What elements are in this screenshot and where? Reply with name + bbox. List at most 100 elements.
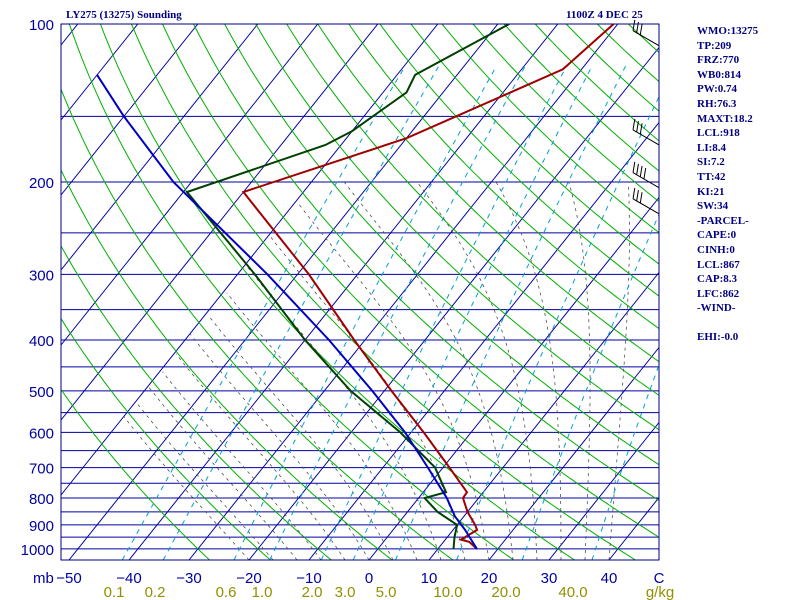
stat-cap-8-3: CAP:8.3 xyxy=(697,273,738,286)
isotherm-line xyxy=(368,196,659,560)
mixing-ratio-line xyxy=(352,65,593,560)
temperature-tick-label: −40 xyxy=(116,570,141,587)
dewpoint-trace xyxy=(185,24,510,549)
stability-indices: WMO:13275 TP:209 FRZ:770 WB0:814 PW:0.74 RH:7… xyxy=(697,24,758,345)
mixing-ratio-tick-label: 2.0 xyxy=(302,584,323,600)
stat-lcl-867: LCL:867 xyxy=(697,258,740,271)
stat-tt-42: TT:42 xyxy=(697,170,726,183)
stat-lfc-862: LFC:862 xyxy=(697,287,740,300)
moist-adiabat-line xyxy=(246,266,442,560)
pressure-tick-label: 600 xyxy=(29,425,54,442)
pressure-tick-label: 1000 xyxy=(21,542,54,559)
isotherm-line xyxy=(61,24,379,421)
pressure-tick-label: 500 xyxy=(29,384,54,401)
isotherm-line xyxy=(61,24,79,46)
mixing-ratio-tick-label: 0.1 xyxy=(104,584,125,600)
moist-adiabat-line xyxy=(343,181,514,560)
sounding-timestamp: 1100Z 4 DEC 25 xyxy=(566,9,643,21)
isotherm-line xyxy=(61,24,259,271)
dry-adiabat-line xyxy=(224,24,659,466)
isotherm-line xyxy=(0,24,18,560)
temperature-trace xyxy=(241,24,615,550)
stat-wb0-814: WB0:814 xyxy=(697,68,741,81)
dry-adiabat-line xyxy=(162,24,659,538)
isotherm-line xyxy=(428,271,659,560)
stat-maxt-18-2: MAXT:18.2 xyxy=(697,112,753,125)
stat-tp-209: TP:209 xyxy=(697,39,732,52)
moist-adiabat-line xyxy=(162,371,322,560)
isotherm-line xyxy=(188,24,619,560)
stat-wmo-13275: WMO:13275 xyxy=(697,25,759,37)
mixing-ratio-line xyxy=(162,65,440,560)
temperature-tick-label: 20 xyxy=(481,570,498,587)
stat-sw-34: SW:34 xyxy=(697,200,729,213)
dry-adiabat-line xyxy=(193,24,659,502)
dry-adiabat-line xyxy=(61,87,454,560)
mixing-ratio-line xyxy=(521,213,659,560)
mixing-ratio-tick-label: 1.0 xyxy=(252,584,273,600)
dry-adiabat-line xyxy=(61,244,332,560)
moist-adiabat-line xyxy=(190,333,370,560)
stat-ki-21: KI:21 xyxy=(697,185,725,198)
stat-lcl-918: LCL:918 xyxy=(697,127,740,140)
sounding-title: LY275 (13275) Sounding xyxy=(66,9,182,21)
pressure-tick-label: 700 xyxy=(29,461,54,478)
moist-adiabat-line xyxy=(147,386,298,560)
dry-adiabat-line xyxy=(61,317,271,560)
wind-barb xyxy=(632,187,660,215)
mixing-ratio-tick-label: 20.0 xyxy=(491,584,520,600)
isotherm-line xyxy=(61,24,439,496)
mixing-ratio-tick-label: 0.2 xyxy=(145,584,166,600)
pressure-tick-label: 900 xyxy=(29,518,54,535)
isotherm-line xyxy=(248,46,659,560)
pressure-tick-label: 800 xyxy=(29,491,54,508)
pressure-tick-label: 200 xyxy=(29,175,54,192)
grid-lines xyxy=(0,24,659,560)
x-axis-title: mb xyxy=(33,570,54,587)
dry-adiabat-line xyxy=(565,24,659,112)
pressure-tick-label: 100 xyxy=(29,17,54,34)
plot-frame xyxy=(60,23,660,561)
dry-adiabat-line xyxy=(286,24,659,397)
temperature-tick-label: −30 xyxy=(176,570,201,587)
temperature-tick-label: 10 xyxy=(421,570,438,587)
temperature-tick-label: 40 xyxy=(601,570,618,587)
wind-barb xyxy=(632,161,660,189)
wind-barbs xyxy=(632,19,660,215)
stat-frz-770: FRZ:770 xyxy=(697,54,740,67)
temperature-tick-label: 30 xyxy=(541,570,558,587)
mixing-ratio-unit-label: g/kg xyxy=(646,584,674,600)
moist-adiabat-line xyxy=(175,353,346,560)
mixing-ratio-line xyxy=(320,65,568,560)
sounding-traces xyxy=(96,24,615,550)
stat-wind: -WIND- xyxy=(697,302,736,315)
mixing-ratio-line xyxy=(269,65,526,560)
dry-adiabat-line xyxy=(61,168,393,560)
isotherm-line xyxy=(548,421,659,560)
temperature-tick-label: −20 xyxy=(236,570,261,587)
temperature-tick-label: −50 xyxy=(56,570,81,587)
stat-li-8-4: LI:8.4 xyxy=(697,141,727,154)
dry-adiabat-line xyxy=(99,24,575,560)
stat-rh-76-3: RH:76.3 xyxy=(697,97,737,110)
isotherm-line xyxy=(128,24,559,560)
stat-si-7-2: SI:7.2 xyxy=(697,156,725,169)
mixing-ratio-line xyxy=(591,363,659,560)
mixing-ratio-tick-label: 0.6 xyxy=(216,584,237,600)
pressure-tick-label: 400 xyxy=(29,333,54,350)
stat-cinh-0: CINH:0 xyxy=(697,243,735,256)
moist-adiabat-line xyxy=(226,292,418,560)
mixing-ratio-tick-label: 40.0 xyxy=(558,584,587,600)
stat-pw-0-74: PW:0.74 xyxy=(697,83,738,96)
isotherm-line xyxy=(61,24,199,196)
isotherm-line xyxy=(61,24,319,346)
stat-ehi-0-0: EHI:-0.0 xyxy=(697,331,739,344)
mixing-ratio-line xyxy=(121,65,406,560)
mixing-ratio-line xyxy=(456,95,659,560)
dry-adiabat-line xyxy=(68,24,514,560)
moist-adiabat-line xyxy=(135,401,274,560)
wind-barb xyxy=(632,119,660,146)
mixing-ratio-line xyxy=(233,65,498,560)
mixing-ratio-line xyxy=(395,65,627,560)
